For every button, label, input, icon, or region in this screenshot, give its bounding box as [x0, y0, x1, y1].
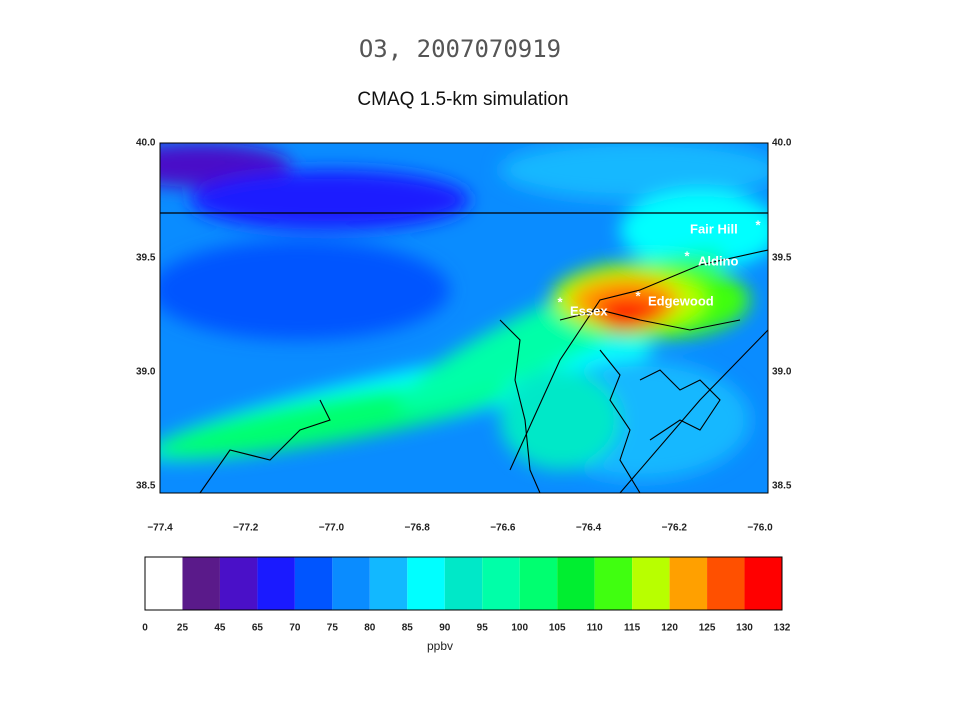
colorbar-level: 80 [364, 623, 376, 634]
site-label: Edgewood [648, 293, 714, 308]
lat-label-left: 40.0 [136, 138, 156, 149]
lon-label: −76.4 [576, 523, 602, 534]
site-marker: * [684, 248, 690, 263]
colorbar-box [219, 557, 258, 610]
lat-label-right: 39.5 [772, 253, 792, 264]
colorbar-box [482, 557, 520, 610]
lat-label-left: 38.5 [136, 481, 156, 492]
site-marker: * [755, 217, 761, 232]
lat-label-right: 40.0 [772, 138, 792, 149]
colorbar-level: 105 [549, 623, 566, 634]
colorbar-level: 75 [327, 623, 339, 634]
site-marker: * [557, 294, 563, 309]
colorbar-box [145, 557, 183, 610]
colorbar-box [369, 557, 408, 610]
colorbar-box [182, 557, 220, 610]
lon-label: −77.0 [319, 523, 345, 534]
colorbar-level: 115 [624, 623, 641, 634]
colorbar-level: 70 [289, 623, 301, 634]
lat-label-right: 39.0 [772, 367, 792, 378]
colorbar-level: 132 [774, 623, 791, 634]
colorbar-box [707, 557, 745, 610]
lon-label: −76.6 [490, 523, 516, 534]
lon-label: −77.4 [147, 523, 173, 534]
colorbar-level: 130 [736, 623, 753, 634]
colorbar-box [632, 557, 670, 610]
colorbar-box [332, 557, 370, 610]
colorbar-unit: ppbv [427, 639, 453, 653]
colorbar-level: 100 [511, 623, 528, 634]
ozone-field [160, 143, 768, 493]
colorbar-level: 125 [699, 623, 716, 634]
site-label: Aldino [698, 253, 738, 268]
lon-label: −76.0 [747, 523, 773, 534]
lon-label: −76.2 [662, 523, 688, 534]
colorbar-box [444, 557, 483, 610]
lat-label-left: 39.5 [136, 253, 156, 264]
lon-label: −77.2 [233, 523, 259, 534]
colorbar-level: 90 [439, 623, 451, 634]
colorbar-level: 25 [177, 623, 189, 634]
colorbar-level: 110 [587, 623, 604, 634]
colorbar-box [407, 557, 445, 610]
title: O3, 2007070919 [359, 35, 561, 63]
site-label: Essex [570, 303, 608, 318]
colorbar-box [744, 557, 782, 610]
colorbar-level: 95 [477, 623, 489, 634]
map-frame [159, 142, 769, 494]
colorbar-box [294, 557, 333, 610]
lon-label: −76.8 [404, 523, 430, 534]
lat-label-right: 38.5 [772, 481, 792, 492]
colorbar-frame [144, 556, 783, 611]
colorbar-level: 45 [214, 623, 226, 634]
colorbar-level: 65 [252, 623, 264, 634]
lat-label-left: 39.0 [136, 367, 156, 378]
site-label: Fair Hill [690, 221, 738, 236]
colorbar-box [557, 557, 595, 610]
colorbar-level: 85 [402, 623, 414, 634]
colorbar-box [257, 557, 295, 610]
site-marker: * [635, 288, 641, 303]
colorbar-level: 0 [142, 623, 148, 634]
subtitle: CMAQ 1.5-km simulation [357, 89, 568, 110]
colorbar-box [669, 557, 708, 610]
colorbar-level: 120 [661, 623, 678, 634]
colorbar-box [519, 557, 558, 610]
colorbar-box [594, 557, 633, 610]
